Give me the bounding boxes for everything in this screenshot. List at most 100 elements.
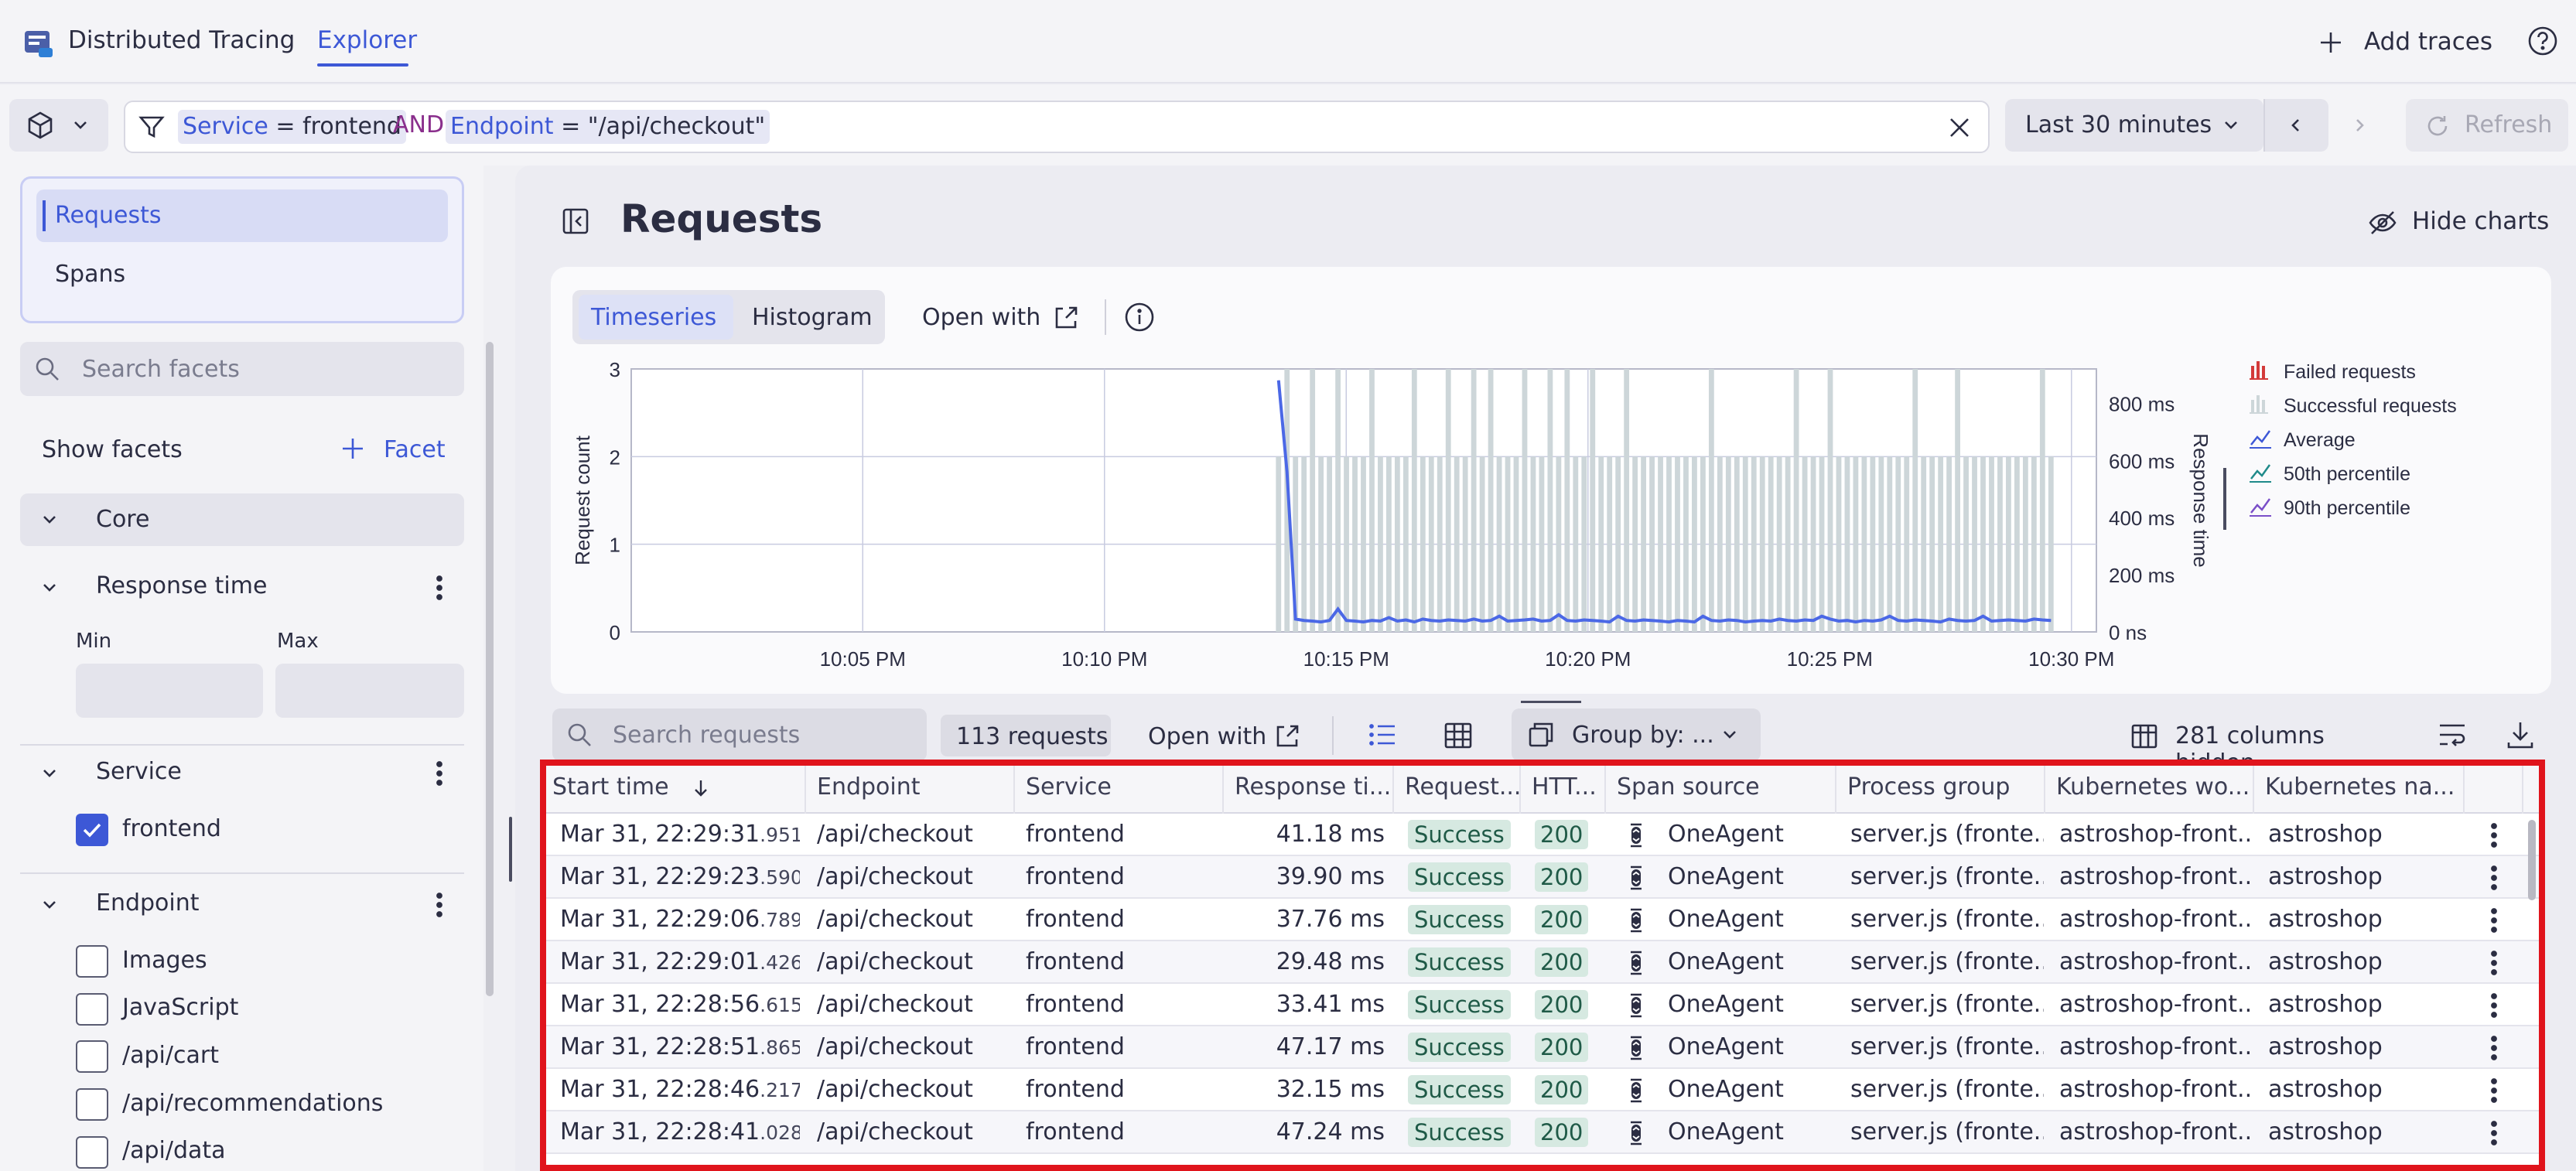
table-open-with-button[interactable]: Open with xyxy=(1146,715,1310,756)
row-actions-icon[interactable] xyxy=(2482,1075,2506,1106)
filter-token-service[interactable]: Service = frontend xyxy=(178,110,406,144)
hide-charts-button[interactable]: Hide charts xyxy=(2362,201,2556,241)
endpoint-javascript-checkbox[interactable] xyxy=(76,993,108,1026)
cell-process-group[interactable]: server.js (fronte... xyxy=(1850,1076,2044,1103)
segment-selector-button[interactable] xyxy=(9,99,108,152)
cell-service[interactable]: frontend xyxy=(1026,1076,1125,1103)
cell-process-group[interactable]: server.js (fronte... xyxy=(1850,906,2044,933)
col-header-process-group[interactable]: Process group xyxy=(1836,761,2045,814)
cell-kubernetes-namespace[interactable]: astroshop xyxy=(2268,906,2383,933)
facet-search-input[interactable]: Search facets xyxy=(20,342,464,396)
chevron-down-icon[interactable] xyxy=(40,896,59,914)
cell-service[interactable]: frontend xyxy=(1026,906,1125,933)
cell-kubernetes-workload[interactable]: astroshop-front... xyxy=(2059,906,2253,933)
collapse-sidebar-icon[interactable] xyxy=(560,206,591,237)
cell-process-group[interactable]: server.js (fronte... xyxy=(1850,1033,2044,1060)
table-view-icon[interactable] xyxy=(1443,721,1473,750)
col-header-service[interactable]: Service xyxy=(1015,761,1224,814)
table-row[interactable]: Mar 31, 22:28:56.615 /api/checkout front… xyxy=(542,984,2540,1026)
cell-process-group[interactable]: server.js (fronte... xyxy=(1850,863,2044,890)
chevron-down-icon[interactable] xyxy=(40,579,59,597)
cell-kubernetes-workload[interactable]: astroshop-front... xyxy=(2059,1118,2253,1145)
row-actions-icon[interactable] xyxy=(2482,947,2506,978)
cell-kubernetes-namespace[interactable]: astroshop xyxy=(2268,821,2383,848)
add-facet-button[interactable]: Facet xyxy=(340,432,449,466)
more-vertical-icon[interactable] xyxy=(427,758,452,789)
more-vertical-icon[interactable] xyxy=(427,889,452,920)
endpoint-data-checkbox[interactable] xyxy=(76,1136,108,1169)
col-header-kubernetes-namespace[interactable]: Kubernetes na... xyxy=(2254,761,2465,814)
group-by-button[interactable]: Group by: ... xyxy=(1512,708,1761,761)
cell-kubernetes-workload[interactable]: astroshop-front... xyxy=(2059,821,2253,848)
cell-process-group[interactable]: server.js (fronte... xyxy=(1850,991,2044,1018)
endpoint-cart-checkbox[interactable] xyxy=(76,1040,108,1073)
query-input[interactable]: Service = frontend AND Endpoint = "/api/… xyxy=(124,101,1990,153)
cell-kubernetes-namespace[interactable]: astroshop xyxy=(2268,948,2383,975)
table-row[interactable]: Mar 31, 22:29:01.426 /api/checkout front… xyxy=(542,941,2540,984)
cell-service[interactable]: frontend xyxy=(1026,1118,1125,1145)
cell-service[interactable]: frontend xyxy=(1026,863,1125,890)
row-actions-icon[interactable] xyxy=(2482,862,2506,893)
col-header-response-time[interactable]: Response ti... xyxy=(1224,761,1394,814)
timeframe-prev-button[interactable] xyxy=(2263,99,2328,152)
cell-kubernetes-workload[interactable]: astroshop-front... xyxy=(2059,1033,2253,1060)
table-row[interactable]: Mar 31, 22:29:31.951 /api/checkout front… xyxy=(542,814,2540,856)
tab-timeseries[interactable]: Timeseries xyxy=(579,295,733,340)
cell-kubernetes-workload[interactable]: astroshop-front... xyxy=(2059,1076,2253,1103)
col-header-http-code[interactable]: HTT... xyxy=(1521,761,1606,814)
col-header-span-source[interactable]: Span source xyxy=(1606,761,1836,814)
timeframe-selector[interactable]: Last 30 minutes xyxy=(2005,99,2263,152)
row-actions-icon[interactable] xyxy=(2482,990,2506,1021)
cell-process-group[interactable]: server.js (fronte... xyxy=(1850,821,2044,848)
cell-kubernetes-namespace[interactable]: astroshop xyxy=(2268,991,2383,1018)
max-input[interactable] xyxy=(275,664,464,718)
table-row[interactable]: Mar 31, 22:28:46.217 /api/checkout front… xyxy=(542,1069,2540,1111)
col-header-kubernetes-workload[interactable]: Kubernetes wo... xyxy=(2045,761,2254,814)
tab-explorer[interactable]: Explorer xyxy=(317,26,418,54)
cell-kubernetes-namespace[interactable]: astroshop xyxy=(2268,1033,2383,1060)
col-header-start-time[interactable]: Start time xyxy=(542,761,806,814)
cell-process-group[interactable]: server.js (fronte... xyxy=(1850,1118,2044,1145)
help-icon[interactable] xyxy=(2526,25,2559,57)
cell-process-group[interactable]: server.js (fronte... xyxy=(1850,948,2044,975)
core-group-header[interactable]: Core xyxy=(20,493,464,546)
nav-requests[interactable]: Requests xyxy=(36,189,448,242)
table-scrollbar[interactable] xyxy=(2528,820,2536,900)
min-input[interactable] xyxy=(76,664,263,718)
request-search-input[interactable]: Search requests xyxy=(552,708,927,761)
cell-kubernetes-namespace[interactable]: astroshop xyxy=(2268,1076,2383,1103)
cell-kubernetes-namespace[interactable]: astroshop xyxy=(2268,863,2383,890)
cell-service[interactable]: frontend xyxy=(1026,991,1125,1018)
download-icon[interactable] xyxy=(2505,719,2536,750)
panel-resize-handle[interactable] xyxy=(509,817,512,882)
row-actions-icon[interactable] xyxy=(2482,905,2506,936)
cell-service[interactable]: frontend xyxy=(1026,1033,1125,1060)
row-actions-icon[interactable] xyxy=(2482,1118,2506,1149)
endpoint-images-checkbox[interactable] xyxy=(76,945,108,978)
nav-spans[interactable]: Spans xyxy=(55,261,126,288)
cell-service[interactable]: frontend xyxy=(1026,821,1125,848)
row-actions-icon[interactable] xyxy=(2482,1033,2506,1063)
cell-service[interactable]: frontend xyxy=(1026,948,1125,975)
chevron-down-icon[interactable] xyxy=(40,764,59,783)
refresh-button[interactable]: Refresh xyxy=(2406,99,2568,152)
endpoint-recommendations-checkbox[interactable] xyxy=(76,1088,108,1121)
cell-kubernetes-workload[interactable]: astroshop-front... xyxy=(2059,991,2253,1018)
add-traces-button[interactable]: Add traces xyxy=(2318,22,2523,62)
table-row[interactable]: Mar 31, 22:28:51.865 /api/checkout front… xyxy=(542,1026,2540,1069)
clear-icon[interactable] xyxy=(1946,114,1973,141)
more-vertical-icon[interactable] xyxy=(427,572,452,603)
columns-hidden-button[interactable]: 281 columns hidden xyxy=(2129,716,2384,777)
cell-kubernetes-workload[interactable]: astroshop-front... xyxy=(2059,863,2253,890)
chevron-right-icon[interactable] xyxy=(2350,116,2369,135)
col-header-endpoint[interactable]: Endpoint xyxy=(806,761,1015,814)
list-view-icon[interactable] xyxy=(1368,719,1399,750)
cell-kubernetes-namespace[interactable]: astroshop xyxy=(2268,1118,2383,1145)
table-row[interactable]: Mar 31, 22:28:41.028 /api/checkout front… xyxy=(542,1111,2540,1154)
table-row[interactable]: Mar 31, 22:29:23.590 /api/checkout front… xyxy=(542,856,2540,899)
service-frontend-checkbox[interactable] xyxy=(76,814,108,846)
tab-histogram[interactable]: Histogram xyxy=(752,304,873,331)
filter-token-endpoint[interactable]: Endpoint = "/api/checkout" xyxy=(446,110,770,144)
row-actions-icon[interactable] xyxy=(2482,820,2506,851)
sidebar-scrollbar[interactable] xyxy=(486,342,494,996)
